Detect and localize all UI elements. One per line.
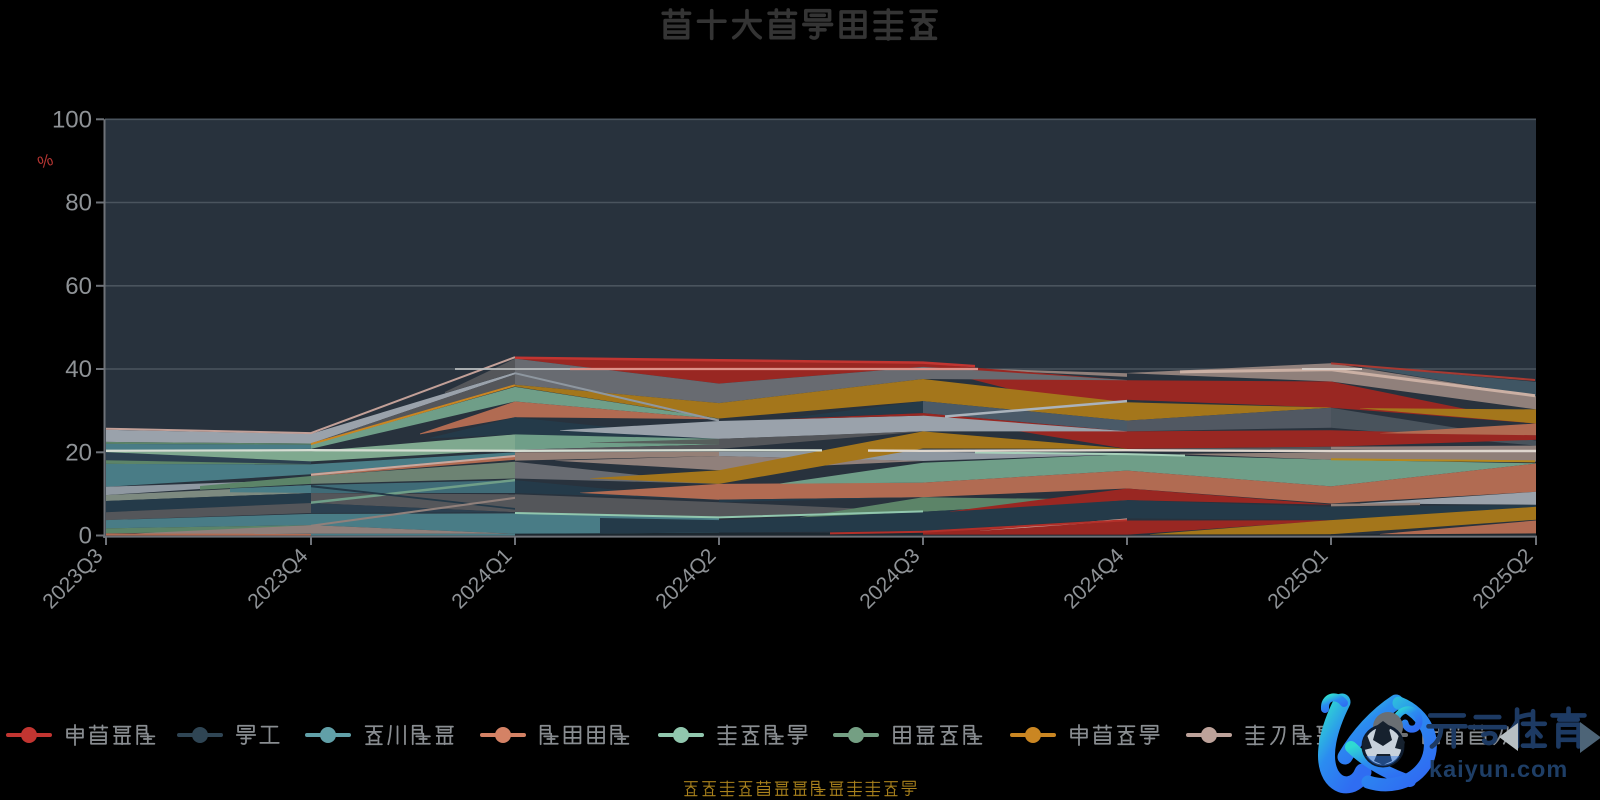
svg-text:40: 40 <box>65 356 92 383</box>
svg-text:100: 100 <box>52 106 92 133</box>
svg-text:60: 60 <box>65 273 92 300</box>
svg-text:kaiyun.com: kaiyun.com <box>1429 756 1568 782</box>
svg-text:80: 80 <box>65 190 92 217</box>
svg-text:20: 20 <box>65 439 92 466</box>
svg-text:%: % <box>35 150 55 173</box>
svg-text:0: 0 <box>79 523 92 550</box>
